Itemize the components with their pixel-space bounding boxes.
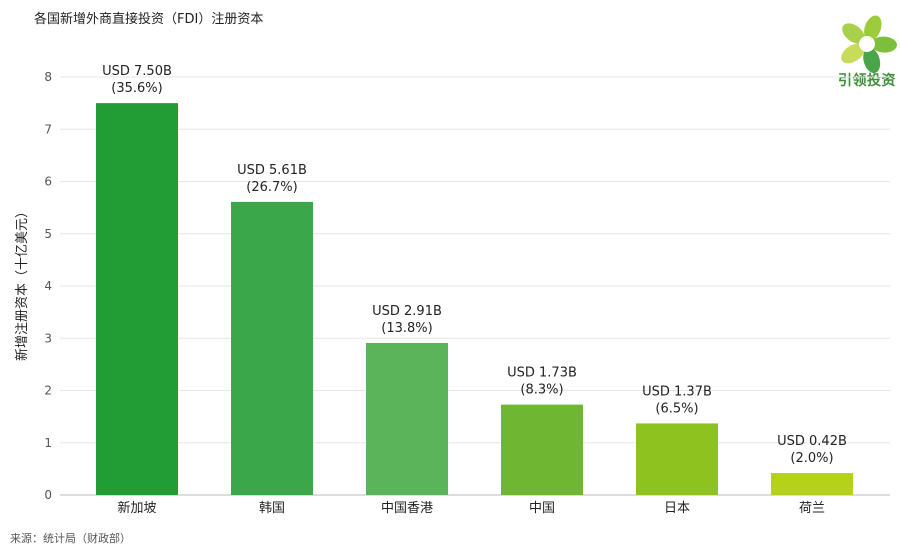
y-tick-label: 0 <box>44 488 52 502</box>
share-label: (35.6%) <box>111 81 162 96</box>
value-label: USD 1.73B <box>507 366 577 381</box>
y-tick-label: 1 <box>44 436 52 450</box>
bar <box>366 342 448 495</box>
bar <box>231 201 313 495</box>
x-category-label: 荷兰 <box>799 501 825 516</box>
value-label: USD 7.50B <box>102 64 172 79</box>
x-category-label: 日本 <box>664 501 690 516</box>
y-tick-label: 8 <box>44 70 52 84</box>
y-tick-label: 5 <box>44 227 52 241</box>
share-label: (8.3%) <box>520 383 563 398</box>
x-category-label: 中国香港 <box>381 501 433 516</box>
bar <box>636 423 718 495</box>
value-label: USD 1.37B <box>642 384 712 399</box>
x-category-label: 韩国 <box>259 501 285 516</box>
y-tick-label: 6 <box>44 175 52 189</box>
bar <box>771 473 853 495</box>
bar <box>501 404 583 495</box>
y-tick-label: 4 <box>44 279 52 293</box>
bars <box>96 103 853 495</box>
brand-logo-icon <box>841 15 897 74</box>
y-tick-label: 2 <box>44 384 52 398</box>
share-label: (2.0%) <box>790 451 833 466</box>
bar <box>96 103 178 495</box>
data-labels: USD 7.50B (35.6%) USD 5.61B (26.7%) USD 2.91… <box>102 64 847 466</box>
value-label: USD 2.91B <box>372 304 442 319</box>
y-axis-ticks: 0 1 2 3 4 5 6 7 8 <box>44 70 52 502</box>
share-label: (6.5%) <box>655 401 698 416</box>
value-label: USD 0.42B <box>777 434 847 449</box>
gridlines <box>60 76 890 496</box>
share-label: (13.8%) <box>381 321 432 336</box>
source-note: 来源：统计局（财政部） <box>10 532 131 545</box>
x-category-label: 新加坡 <box>117 500 156 516</box>
value-label: USD 5.61B <box>237 163 307 178</box>
y-axis-label: 新增注册资本（十亿美元） <box>14 205 30 361</box>
share-label: (26.7%) <box>246 180 297 195</box>
y-tick-label: 7 <box>44 122 52 136</box>
y-tick-label: 3 <box>44 331 52 345</box>
chart-title: 各国新增外商直接投资（FDI）注册资本 <box>34 12 264 27</box>
x-category-label: 中国 <box>529 501 555 516</box>
x-axis-categories: 新加坡 韩国 中国香港 中国 日本 荷兰 <box>117 500 825 516</box>
